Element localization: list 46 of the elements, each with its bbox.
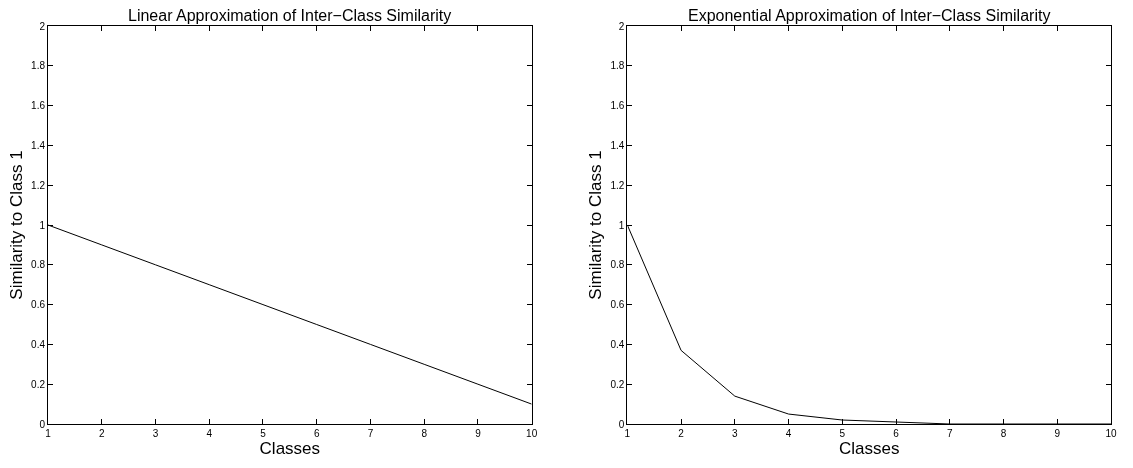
- x-tick-label: 10: [1105, 428, 1117, 439]
- x-tick-label: 2: [678, 428, 685, 439]
- y-tick-label: 0: [618, 418, 625, 430]
- x-tick-label: 9: [1054, 428, 1061, 439]
- x-tick-label: 4: [785, 428, 792, 439]
- y-tick-label: 1.6: [610, 100, 625, 112]
- x-tick-label: 2: [98, 428, 105, 439]
- y-tick-label: 1.2: [610, 179, 625, 191]
- y-axis-title: Similarity to Class 1: [585, 150, 605, 300]
- y-tick-label: 1: [618, 219, 625, 231]
- x-tick-label: 8: [1000, 428, 1007, 439]
- y-tick-label: 1.6: [31, 100, 46, 112]
- y-tick-label: 0.6: [31, 299, 46, 311]
- y-tick-label: 1.4: [31, 139, 46, 151]
- x-tick-label: 7: [946, 428, 953, 439]
- y-tick-label: 1: [39, 219, 46, 231]
- x-tick-label: 6: [313, 428, 320, 439]
- y-tick-label: 0.8: [610, 259, 625, 271]
- x-tick-label: 10: [526, 428, 538, 439]
- y-tick-label: 0.2: [610, 378, 625, 390]
- y-tick-label: 0: [39, 418, 46, 430]
- x-tick-label: 5: [839, 428, 846, 439]
- chart-title: Linear Approximation of Inter−Class Similarity: [128, 7, 452, 24]
- x-tick-label: 7: [367, 428, 374, 439]
- x-tick-label: 6: [893, 428, 900, 439]
- y-tick-label: 0.6: [610, 299, 625, 311]
- x-tick-label: 3: [732, 428, 739, 439]
- y-tick-label: 1.8: [31, 60, 46, 72]
- chart-title: Exponential Approximation of Inter−Class Similarity: [688, 7, 1051, 24]
- x-axis-title: Classes: [259, 439, 321, 458]
- y-tick-label: 1.4: [610, 139, 625, 151]
- y-tick-label: 0.2: [31, 378, 46, 390]
- x-tick-label: 9: [475, 428, 482, 439]
- y-tick-label: 2: [618, 20, 625, 32]
- y-axis-title: Similarity to Class 1: [6, 150, 26, 300]
- y-tick-label: 0.4: [610, 338, 625, 350]
- y-tick-label: 2: [39, 20, 46, 32]
- x-tick-label: 3: [152, 428, 159, 439]
- y-tick-label: 1.8: [610, 60, 625, 72]
- y-tick-label: 0.8: [31, 259, 46, 271]
- x-tick-label: 8: [421, 428, 428, 439]
- x-tick-label: 4: [206, 428, 213, 439]
- y-tick-label: 1.2: [31, 179, 46, 191]
- y-tick-label: 0.4: [31, 338, 46, 350]
- x-tick-label: 5: [260, 428, 267, 439]
- x-axis-title: Classes: [838, 439, 900, 458]
